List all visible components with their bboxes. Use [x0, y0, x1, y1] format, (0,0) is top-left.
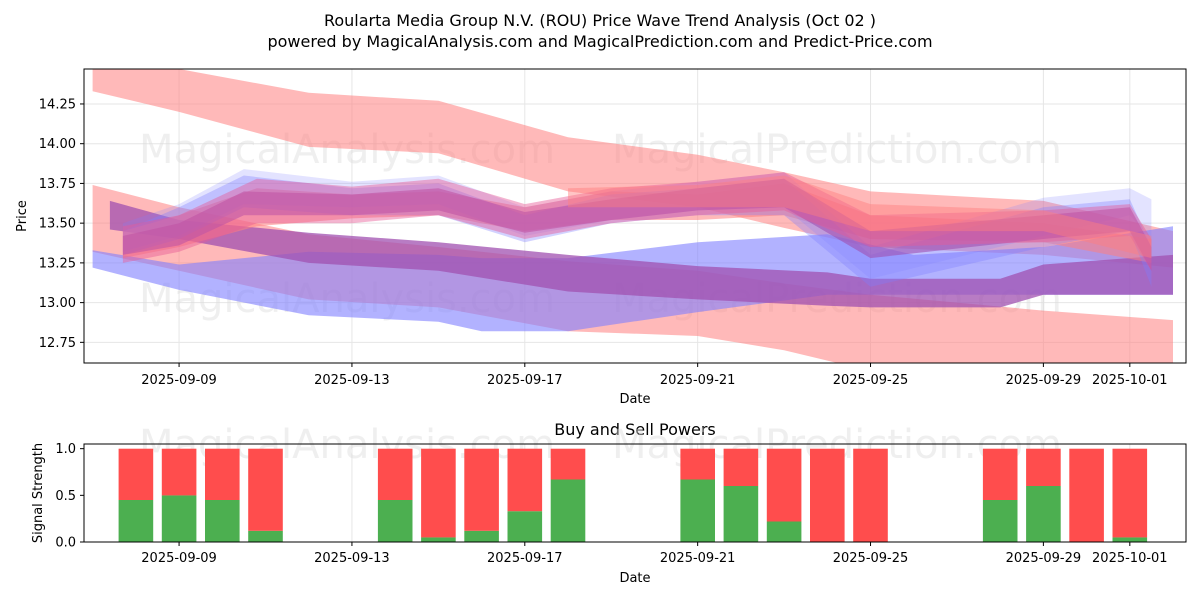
power-x-ticks: 2025-09-09 2025-09-13 2025-09-17 2025-09-21…	[141, 542, 1168, 566]
price-band-pink-ribbon	[122, 172, 1152, 271]
sell-power-bar	[550, 448, 586, 480]
power-y-tick-label: 1.0	[55, 442, 76, 457]
price-x-tick-label: 2025-09-17	[487, 373, 563, 388]
sell-power-bar	[421, 448, 456, 538]
power-x-tick-label: 2025-09-29	[1006, 551, 1082, 566]
main-title-line1: Roularta Media Group N.V. (ROU) Price Wa…	[324, 11, 876, 30]
price-y-tick-label: 13.25	[39, 256, 76, 271]
price-x-tick-label: 2025-09-13	[314, 373, 390, 388]
price-x-ticks: 2025-09-09 2025-09-13 2025-09-17 2025-09-21…	[141, 363, 1168, 388]
price-plot-frame	[83, 68, 1187, 364]
buy-power-bar	[118, 500, 154, 542]
power-y-tick-label: 0.0	[55, 536, 76, 551]
sell-power-bar	[680, 448, 715, 480]
sell-power-bar	[205, 448, 240, 500]
sell-power-bar	[982, 448, 1018, 500]
sell-power-bar	[464, 448, 499, 531]
sell-power-bar	[1069, 448, 1104, 542]
power-bars	[118, 448, 1148, 542]
price-x-tick-label: 2025-09-09	[141, 373, 217, 388]
buy-power-bar	[1026, 486, 1061, 542]
price-y-tick-label: 14.00	[39, 137, 76, 152]
sell-power-bar	[810, 448, 845, 542]
price-y-axis-label: Price	[15, 200, 30, 232]
power-x-tick-label: 2025-09-25	[833, 551, 909, 566]
sell-power-bar	[507, 448, 543, 512]
power-x-tick-label: 2025-10-01	[1092, 551, 1168, 566]
price-x-tick-label: 2025-09-21	[660, 373, 736, 388]
price-y-tick-label: 13.75	[39, 177, 76, 192]
buy-power-bar	[377, 500, 413, 542]
buy-power-bar	[205, 500, 240, 542]
sell-power-bar	[377, 448, 413, 500]
buy-power-bar	[507, 511, 543, 542]
price-x-tick-label: 2025-10-01	[1092, 373, 1168, 388]
power-chart-title: Buy and Sell Powers	[554, 420, 716, 439]
buy-power-bar	[248, 530, 283, 542]
buy-power-bar	[421, 537, 456, 542]
price-y-tick-label: 13.50	[39, 217, 76, 232]
sell-power-bar	[766, 448, 802, 522]
price-band-upper-red-ribbon	[568, 175, 1152, 259]
price-x-axis-label: Date	[619, 392, 650, 407]
buy-power-bar	[1112, 537, 1148, 542]
price-y-tick-label: 14.25	[39, 97, 76, 112]
power-x-tick-label: 2025-09-21	[660, 551, 736, 566]
power-y-ticks: 0.0 0.5 1.0	[55, 442, 84, 551]
buy-power-bar	[550, 479, 586, 542]
main-title-line2: powered by MagicalAnalysis.com and Magic…	[267, 32, 932, 51]
sell-power-bar	[118, 448, 154, 500]
buy-power-bar	[766, 521, 802, 542]
sell-power-bar	[723, 448, 759, 486]
power-y-tick-label: 0.5	[55, 489, 76, 504]
buy-power-bar	[464, 530, 499, 542]
price-bands	[92, 69, 1174, 363]
price-band-lower-purple-wave	[109, 200, 1173, 308]
price-y-tick-label: 13.00	[39, 296, 76, 311]
buy-power-bar	[680, 479, 715, 542]
power-x-tick-label: 2025-09-13	[314, 551, 390, 566]
sell-power-bar	[1026, 448, 1061, 486]
buy-power-bar	[982, 500, 1018, 542]
power-x-tick-label: 2025-09-17	[487, 551, 563, 566]
power-plot-frame	[83, 443, 1187, 543]
buy-power-bar	[723, 486, 759, 542]
power-x-tick-label: 2025-09-09	[141, 551, 217, 566]
price-y-ticks: 12.75 13.00 13.25 13.50 13.75 14.00 14.25	[39, 97, 84, 351]
sell-power-bar	[1112, 448, 1148, 538]
buy-power-bar	[161, 495, 197, 542]
power-y-axis-label: Signal Strength	[31, 443, 46, 543]
power-x-axis-label: Date	[619, 571, 650, 586]
price-y-tick-label: 12.75	[39, 336, 76, 351]
price-x-tick-label: 2025-09-25	[833, 373, 909, 388]
price-x-tick-label: 2025-09-29	[1006, 373, 1082, 388]
sell-power-bar	[853, 448, 888, 542]
price-band-purple-ribbon	[122, 178, 1152, 271]
sell-power-bar	[161, 448, 197, 496]
sell-power-bar	[248, 448, 283, 531]
